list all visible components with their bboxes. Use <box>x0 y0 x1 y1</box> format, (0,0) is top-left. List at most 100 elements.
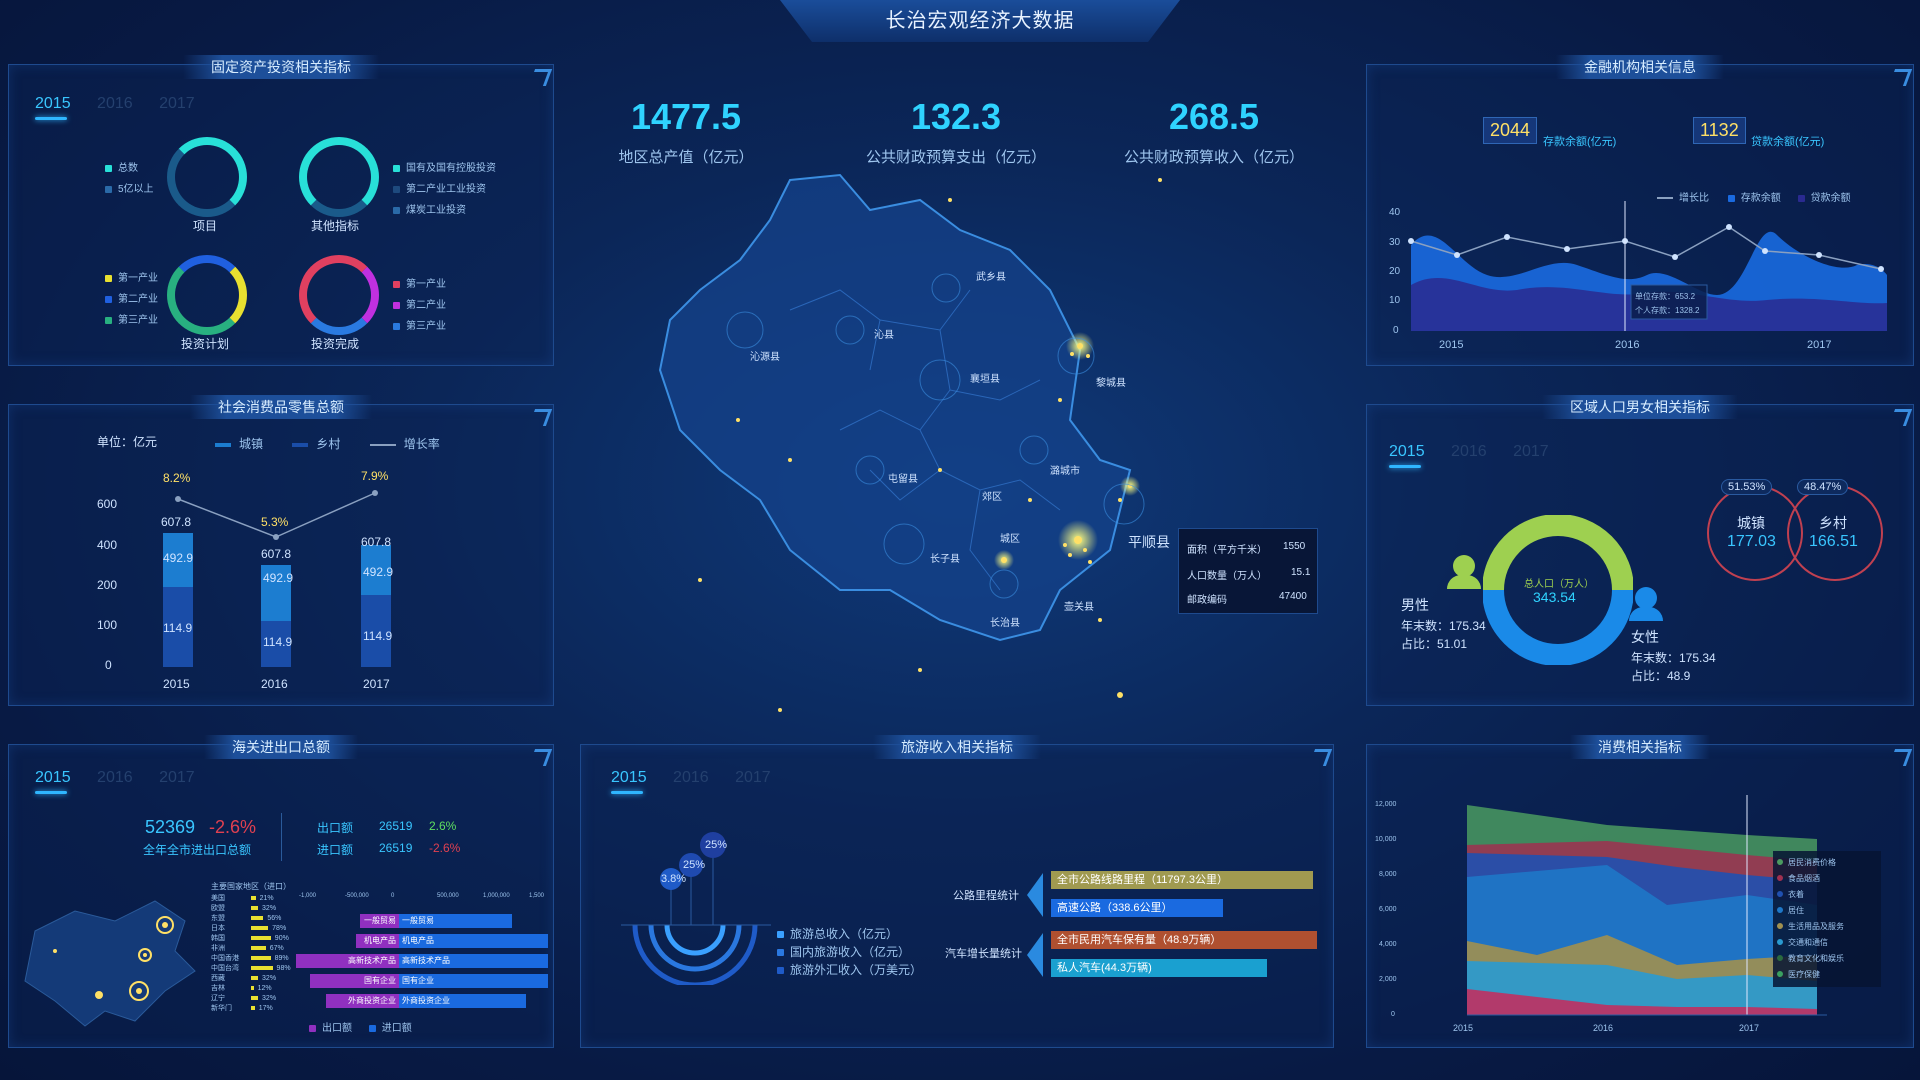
trade-import-bar: 国有企业 <box>399 974 548 988</box>
legend-dot <box>105 164 112 172</box>
country-bar <box>251 916 264 920</box>
year-tab-2015[interactable]: 2015 <box>611 769 647 786</box>
country-name: 新华门 <box>211 1005 232 1012</box>
legend-label: 第二产业 <box>118 294 158 305</box>
legend-dot <box>368 1024 376 1032</box>
trade-import-bar: 外商投资企业 <box>399 994 526 1008</box>
country-bar <box>251 966 273 970</box>
legend-item: 交通和通信 <box>1777 935 1877 951</box>
year-underline <box>35 791 67 794</box>
year-tab-2017[interactable]: 2017 <box>1513 443 1549 460</box>
year-underline <box>611 791 643 794</box>
ring-complete <box>299 255 379 335</box>
male-share: 占比：51.01 <box>1401 637 1468 651</box>
customs-axis: -1,000 -500,000 0 500,000 1,000,000 1,500 <box>299 893 549 905</box>
legend-swatch <box>292 442 309 447</box>
country-name: 韩国 <box>211 935 225 942</box>
county-licheng: 黎城县 <box>1096 378 1126 389</box>
legend-label: 生活用品及服务 <box>1788 922 1844 931</box>
year-tab-2015[interactable]: 2015 <box>1389 443 1425 460</box>
year-tab-2015[interactable]: 2015 <box>35 95 71 112</box>
x-tick: 2017 <box>1739 1023 1760 1033</box>
y-tick: 0 <box>105 658 112 672</box>
legend-item: 生活用品及服务 <box>1777 919 1877 935</box>
ring-label: 投资计划 <box>181 337 230 351</box>
legend-label: 进口额 <box>381 1023 412 1034</box>
legend-dot <box>393 164 400 172</box>
country-name: 非洲 <box>211 945 225 952</box>
year-tab-2016[interactable]: 2016 <box>97 95 133 112</box>
tourism-year-tabs: 2015 2016 2017 <box>611 769 793 787</box>
urban-label: 492.9 <box>363 565 394 579</box>
legend-dot <box>1777 939 1783 945</box>
legend-dot <box>777 949 784 957</box>
year-tab-2016[interactable]: 2016 <box>1451 443 1487 460</box>
legend-item: 食品烟酒 <box>1777 871 1877 887</box>
year-tab-2015[interactable]: 2015 <box>35 769 71 786</box>
country-pct: 89% <box>274 954 289 962</box>
y-tick: 10,000 <box>1375 836 1397 843</box>
country-header: 主要国家地区（进口） <box>211 882 291 891</box>
legend-dot <box>105 185 112 193</box>
trade-export-bar: 外商投资企业 <box>326 994 399 1008</box>
legend-item: 衣着 <box>1777 887 1877 903</box>
info-key: 人口数量（万人） <box>1187 571 1267 582</box>
country-pct: 21% <box>259 894 274 902</box>
tourism-pct: 25% <box>683 859 706 871</box>
legend-item: 居住 <box>1777 903 1877 919</box>
country-pct: 56% <box>267 914 282 922</box>
year-tab-2017[interactable]: 2017 <box>159 95 195 112</box>
legend-label: 食品烟酒 <box>1788 874 1820 883</box>
legend-dot <box>309 1024 316 1032</box>
bar-rural <box>261 621 291 667</box>
country-list: 美国 21% 欧盟 32% 东盟 56% 日本 78% 韩国 90% 非洲 67% 中国香港 89% 中国台… <box>211 893 291 1013</box>
trade-import-bar: 一般贸易 <box>399 914 512 928</box>
country-bar <box>251 906 259 910</box>
year-tab-2017[interactable]: 2017 <box>735 769 771 786</box>
corner-decoration <box>1308 749 1333 766</box>
legend-dot <box>393 280 400 288</box>
trade-row: 高新技术产品 高新技术产品 <box>296 951 549 971</box>
year-tab-2016[interactable]: 2016 <box>673 769 709 786</box>
legend-dot <box>777 931 784 939</box>
ring-label: 投资完成 <box>311 337 360 351</box>
year-tab-2016[interactable]: 2016 <box>97 769 133 786</box>
country-row: 欧盟 32% <box>211 903 291 913</box>
kpi-value-expense: 132.3 <box>910 96 1002 137</box>
legend-label: 第三产业 <box>118 315 158 326</box>
legend-label: 第一产业 <box>406 279 446 290</box>
car-bar: 私人汽车(44.3万辆) <box>1051 959 1267 977</box>
kpi-label-expense: 公共财政预算支出（亿元） <box>865 149 1046 166</box>
legend-c: 第一产业 第二产业 第三产业 <box>105 269 158 326</box>
legend-dot <box>105 295 112 303</box>
legend-label: 第二产业工业投资 <box>406 184 486 195</box>
rural-label: 114.9 <box>163 621 193 635</box>
tourism-title: 旅游收入相关指标 <box>873 735 1041 759</box>
car-bar: 全市民用汽车保有量（48.9万辆） <box>1051 931 1317 949</box>
consumption-panel: 消费相关指标 12,000 10,000 8,000 6,000 4,000 2… <box>1366 735 1914 1048</box>
year-tab-2017[interactable]: 2017 <box>159 769 195 786</box>
tourism-pct: 25% <box>705 839 728 851</box>
tourism-legend: 旅游总收入（亿元） 国内旅游收入（亿元） 旅游外汇收入（万美元） <box>777 925 922 979</box>
bar-urban <box>361 545 391 595</box>
legend-label: 增长比 <box>1679 193 1709 204</box>
y-tick: 400 <box>97 538 118 552</box>
tourism-pct: 3.8% <box>661 873 687 885</box>
urban-value: 177.03 <box>1727 533 1776 550</box>
retail-unit: 单位：亿元 <box>97 435 158 449</box>
growth-label: 7.9% <box>361 469 389 483</box>
legend-dot <box>1777 923 1783 929</box>
country-row: 西藏 32% <box>211 973 291 983</box>
title-bar: 长治宏观经济大数据 <box>780 0 1180 42</box>
country-name: 辽宁 <box>211 995 225 1002</box>
y-tick: 20 <box>1389 266 1401 277</box>
county-pingshun[interactable]: 平顺县 <box>1128 534 1170 550</box>
country-pct: 78% <box>272 924 287 932</box>
retail-legend: 城镇 乡村 增长率 <box>215 435 440 452</box>
legend-dot <box>393 206 400 214</box>
country-name: 欧盟 <box>211 905 225 912</box>
kpi-label-gdp: 地区总产值（亿元） <box>618 149 754 166</box>
country-row: 中国台湾 98% <box>211 963 291 973</box>
legend-dot <box>1797 194 1805 202</box>
retail-title: 社会消费品零售总额 <box>190 395 372 419</box>
